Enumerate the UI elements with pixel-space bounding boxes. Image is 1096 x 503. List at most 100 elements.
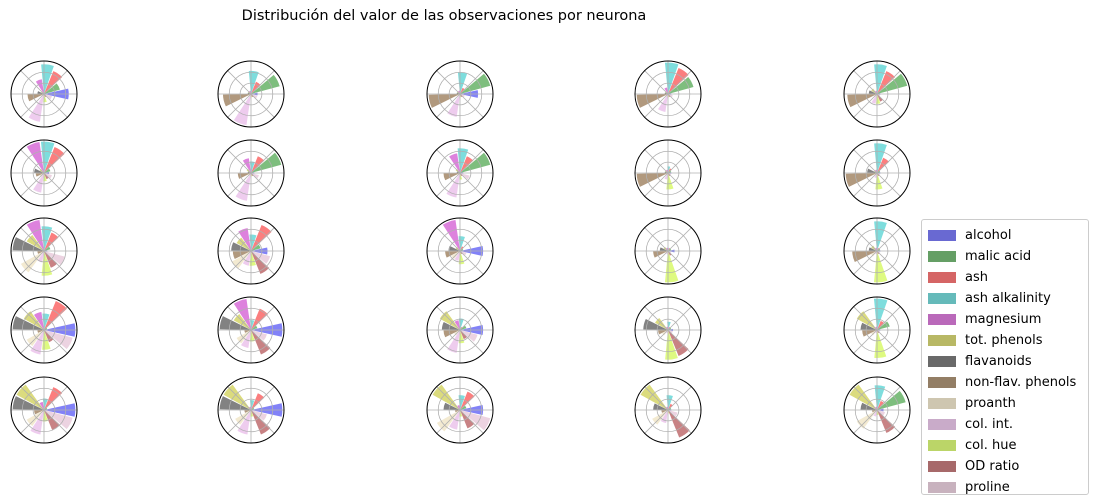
legend-swatch bbox=[928, 272, 956, 283]
bar-ash bbox=[877, 157, 890, 173]
neuron-plot-3-3 bbox=[426, 217, 494, 285]
grid-spoke bbox=[43, 409, 68, 434]
bar-flavanoids bbox=[12, 396, 44, 410]
grid-spoke bbox=[876, 250, 901, 275]
grid-spoke bbox=[436, 93, 461, 118]
grid-spoke bbox=[227, 386, 252, 411]
polar-frame bbox=[217, 296, 285, 364]
grid-spoke bbox=[876, 329, 901, 354]
bar-col-int- bbox=[446, 173, 460, 198]
bar-non-flav-phenols bbox=[37, 251, 44, 254]
grid-spoke bbox=[227, 227, 252, 252]
polar-frame bbox=[426, 139, 494, 207]
bar-non-flav-phenols bbox=[232, 251, 251, 260]
grid-spoke bbox=[853, 70, 878, 95]
legend-item: ash bbox=[928, 267, 1088, 288]
bar-magnesium bbox=[26, 141, 44, 173]
grid-spoke bbox=[20, 149, 45, 174]
neuron-plot-5-2 bbox=[217, 376, 285, 444]
bar-proline bbox=[460, 173, 470, 180]
legend-label: alcohol bbox=[965, 228, 1012, 243]
grid-spoke bbox=[876, 306, 901, 331]
grid-spoke bbox=[250, 93, 275, 118]
grid-spoke bbox=[43, 93, 68, 118]
grid-spoke bbox=[227, 93, 252, 118]
bar-malic-acid bbox=[460, 73, 491, 94]
neuron-plot-5-4 bbox=[634, 376, 702, 444]
bar-proline bbox=[44, 410, 73, 430]
grid-spoke bbox=[20, 386, 45, 411]
bar-malic-acid bbox=[877, 321, 890, 330]
bar-magnesium bbox=[26, 219, 44, 251]
grid-spoke bbox=[876, 227, 901, 252]
bar-proline bbox=[460, 410, 491, 431]
grid-spoke bbox=[227, 306, 252, 331]
bar-ash-alkalinity bbox=[874, 221, 887, 251]
bar-ash bbox=[44, 147, 65, 173]
grid-spoke bbox=[20, 250, 45, 275]
bar-col-int- bbox=[30, 410, 44, 435]
bar-flavanoids bbox=[219, 316, 251, 330]
legend-swatch bbox=[928, 398, 956, 409]
grid-spoke bbox=[876, 386, 901, 411]
grid-spoke bbox=[20, 70, 45, 95]
bar-malic-acid bbox=[251, 74, 280, 94]
bar-col-int- bbox=[28, 94, 44, 122]
legend-label: OD ratio bbox=[965, 459, 1020, 474]
bar-proline bbox=[251, 330, 267, 341]
grid-spoke bbox=[436, 306, 461, 331]
legend-swatch bbox=[928, 335, 956, 346]
bar-col-int- bbox=[237, 410, 251, 435]
polar-frame bbox=[426, 296, 494, 364]
bar-col-int- bbox=[454, 251, 460, 261]
neuron-plot-4-5 bbox=[843, 296, 911, 364]
bar-proline bbox=[251, 251, 271, 264]
legend-label: proanth bbox=[965, 396, 1016, 411]
legend-item: proanth bbox=[928, 393, 1088, 414]
grid-spoke bbox=[459, 172, 484, 197]
bar-od-ratio bbox=[251, 330, 271, 355]
legend-swatch bbox=[928, 482, 956, 493]
grid-spoke bbox=[227, 172, 252, 197]
grid-spoke bbox=[853, 93, 878, 118]
neuron-plot-3-1 bbox=[10, 217, 78, 285]
chart-title: Distribución del valor de las observacio… bbox=[241, 8, 647, 24]
legend-item: ash alkalinity bbox=[928, 288, 1088, 309]
neuron-plot-4-2 bbox=[217, 296, 285, 364]
polar-frame bbox=[634, 60, 702, 128]
bar-flavanoids bbox=[448, 245, 460, 251]
neuron-plot-2-4 bbox=[634, 139, 702, 207]
polar-frame bbox=[10, 376, 78, 444]
bar-col-int- bbox=[241, 330, 251, 348]
grid-spoke bbox=[644, 70, 669, 95]
grid-spoke bbox=[20, 227, 45, 252]
grid-spoke bbox=[667, 93, 692, 118]
grid-spoke bbox=[644, 329, 669, 354]
neuron-plot-2-1 bbox=[10, 139, 78, 207]
grid-spoke bbox=[459, 386, 484, 411]
bar-proline bbox=[251, 410, 267, 421]
bar-non-flav-phenols bbox=[845, 173, 877, 187]
grid-spoke bbox=[853, 172, 878, 197]
grid-spoke bbox=[43, 386, 68, 411]
bar-magnesium bbox=[238, 228, 251, 251]
legend-label: malic acid bbox=[965, 249, 1032, 264]
neuron-plot-4-4 bbox=[634, 296, 702, 364]
grid-spoke bbox=[20, 93, 45, 118]
bar-flavanoids bbox=[868, 247, 877, 251]
grid-spoke bbox=[667, 409, 692, 434]
bar-col-int- bbox=[871, 94, 877, 104]
bar-ash bbox=[460, 391, 475, 410]
neuron-plot-2-2 bbox=[217, 139, 285, 207]
neuron-plot-4-1 bbox=[10, 296, 78, 364]
legend-item: flavanoids bbox=[928, 351, 1088, 372]
bar-non-flav-phenols bbox=[222, 94, 251, 107]
grid-spoke bbox=[43, 227, 68, 252]
bar-col-int- bbox=[233, 94, 251, 126]
polar-frame bbox=[843, 296, 911, 364]
legend-item: col. int. bbox=[928, 414, 1088, 435]
bar-ash bbox=[251, 225, 272, 251]
bar-non-flav-phenols bbox=[455, 410, 460, 413]
bar-od-ratio bbox=[44, 330, 54, 343]
bar-malic-acid bbox=[668, 76, 694, 94]
